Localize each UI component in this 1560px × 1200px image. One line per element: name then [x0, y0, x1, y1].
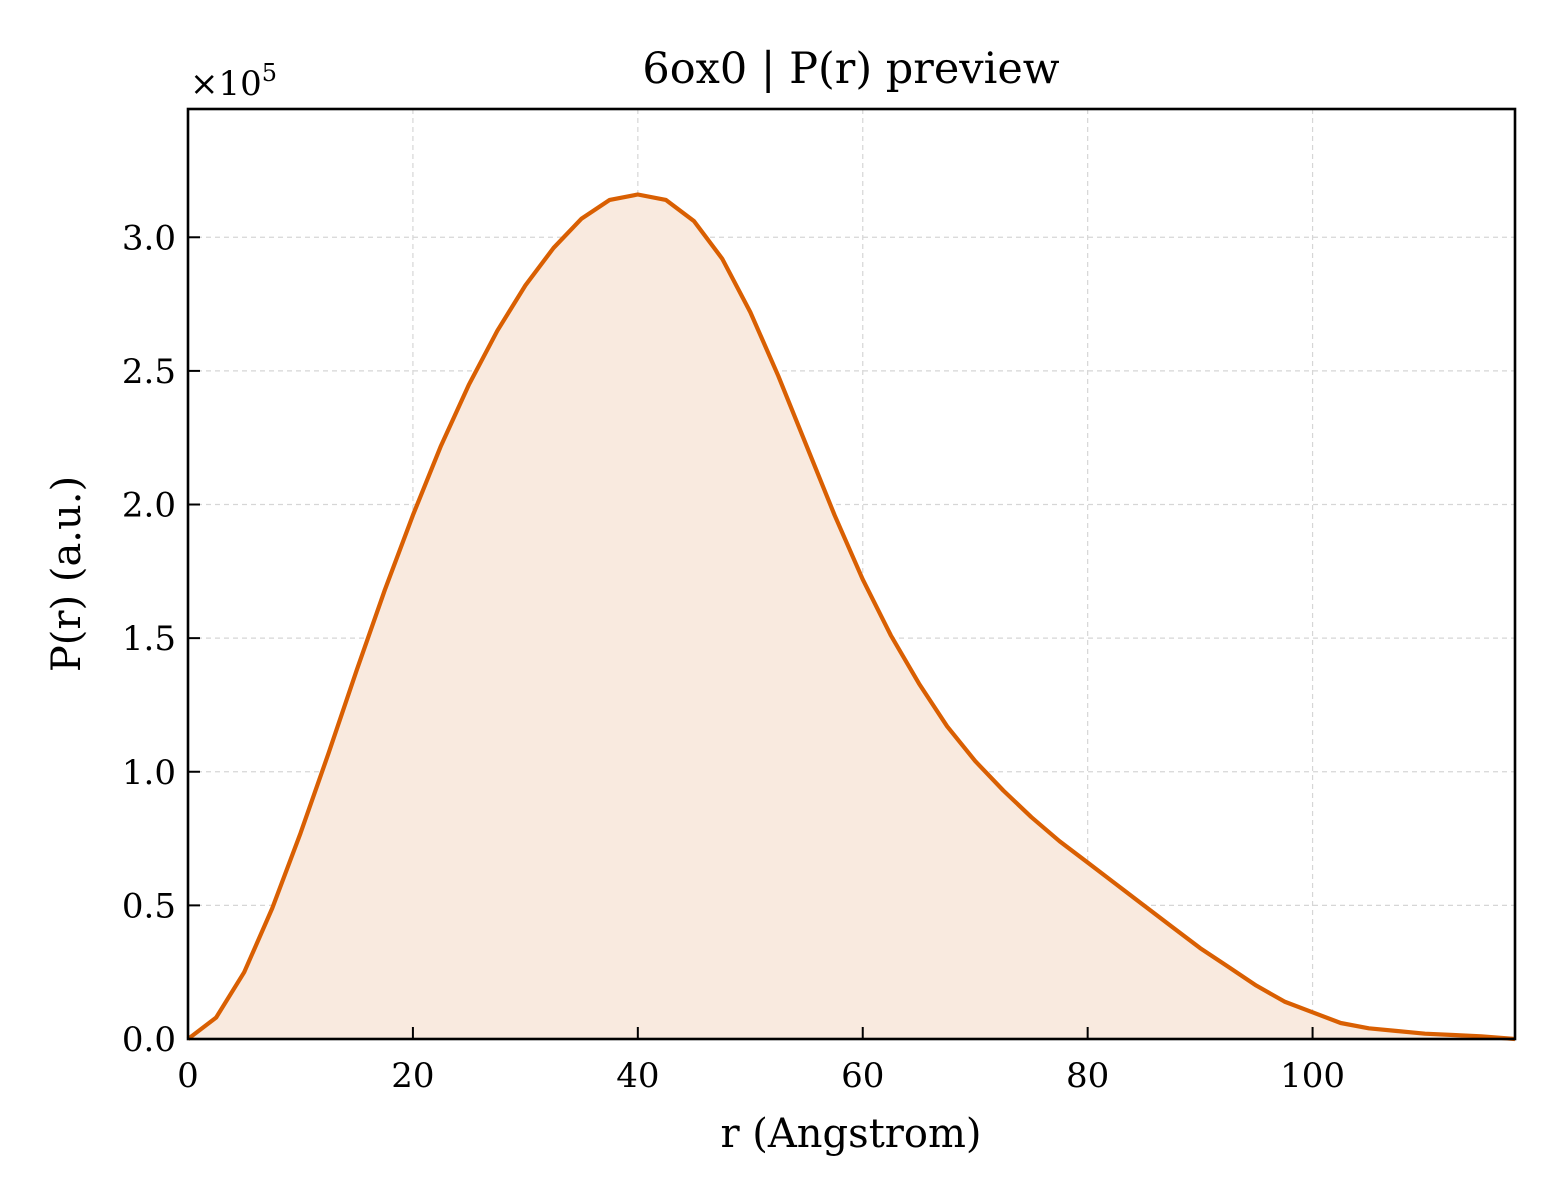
x-tick-label: 100	[1280, 1056, 1345, 1096]
y-axis-label: P(r) (a.u.)	[44, 476, 90, 672]
x-tick-label: 0	[177, 1056, 199, 1096]
x-axis-label: r (Angstrom)	[720, 1111, 981, 1157]
y-tick-label: 3.0	[122, 218, 176, 258]
ticks: 0 20 40 60 80 100 0.0 0.5 1.0 1.5 2.0 2.5 3.0	[122, 218, 1345, 1096]
chart-title: 6ox0 | P(r) preview	[642, 44, 1059, 94]
y-tick-label: 2.5	[122, 352, 176, 392]
y-multiplier-exponent: 5	[262, 59, 277, 87]
y-tick-label: 1.5	[122, 619, 176, 659]
x-tick-label: 40	[616, 1056, 659, 1096]
y-tick-label: 0.0	[122, 1020, 176, 1060]
y-multiplier-base: ×10	[190, 64, 262, 104]
y-tick-label: 1.0	[122, 753, 176, 793]
y-multiplier: ×105	[190, 59, 277, 104]
area-fill	[188, 194, 1515, 1039]
y-tick-label: 2.0	[122, 486, 176, 526]
data-line	[186, 192, 1516, 1042]
y-tick-label: 0.5	[122, 886, 176, 926]
x-tick-label: 60	[841, 1056, 884, 1096]
plot-frame	[186, 107, 1517, 1041]
x-tick-label: 20	[391, 1056, 434, 1096]
x-tick-label: 80	[1066, 1056, 1109, 1096]
